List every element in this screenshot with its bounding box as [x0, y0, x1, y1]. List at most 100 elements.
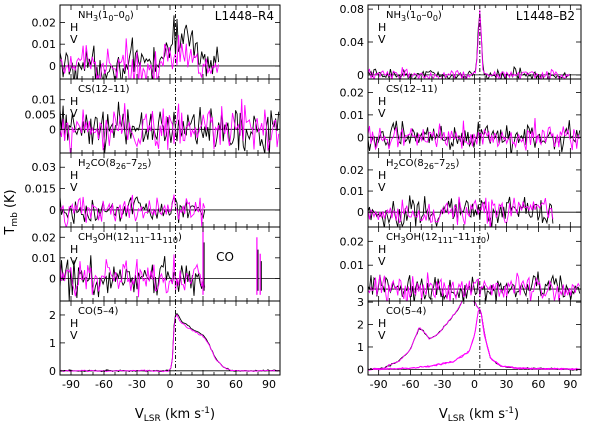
legend-v: V	[70, 181, 78, 194]
x-tick-label: 0	[167, 378, 174, 391]
y-tick-label: 0.005	[25, 109, 57, 122]
y-tick-label: 1	[357, 341, 364, 354]
line-label-part: )	[148, 158, 152, 169]
line-label-part: 26	[116, 162, 126, 171]
line-label-part: OH(12	[98, 232, 130, 243]
line-label: CS(12–11)	[78, 84, 130, 95]
x-axis-label-right: VLSR (km s-1)	[439, 406, 519, 424]
line-label-part: –11	[145, 232, 163, 243]
line-label-part: H	[78, 158, 86, 169]
line-label-part: 0	[108, 14, 113, 23]
line-label-part: )	[130, 10, 134, 21]
spectrum-group	[60, 312, 280, 373]
column-l1448-r4: 00.010.02NH3(10–00)HVL1448–R400.0050.01C…	[25, 4, 281, 391]
x-tick-label: 60	[229, 378, 243, 391]
x-tick-label: 30	[196, 378, 210, 391]
legend-v: V	[70, 255, 78, 268]
line-label-part: 26	[424, 162, 434, 171]
legend-v: V	[378, 329, 386, 342]
spectrum-group	[60, 227, 280, 301]
line-label-part: 110	[163, 236, 178, 245]
y-tick-label: 0	[49, 60, 56, 73]
line-label: CO(5–4)	[78, 306, 118, 317]
line-label-part: NH	[78, 10, 93, 21]
y-tick-label: 1	[49, 337, 56, 350]
y-tick-label: 0.03	[32, 161, 57, 174]
y-tick-label: 0	[357, 131, 364, 144]
y-tick-label: 0.08	[340, 3, 365, 16]
spectrum-v	[60, 35, 220, 79]
y-tick-label: 0.02	[340, 164, 365, 177]
line-label-part: )	[178, 232, 182, 243]
x-tick-label: 60	[531, 378, 545, 391]
line-label-part: 0	[125, 14, 130, 23]
spectrum-v-profile1	[368, 301, 580, 371]
legend-h: H	[70, 21, 78, 34]
line-label-part: (1	[406, 10, 416, 21]
legend-h: H	[378, 243, 386, 256]
y-tick-label: 0	[49, 272, 56, 285]
legend-v: V	[378, 255, 386, 268]
y-tick-label: 0.01	[340, 185, 365, 198]
y-tick-label: 0.02	[340, 235, 365, 248]
line-label-part: CO(8	[399, 158, 424, 169]
line-label-part: 3	[93, 236, 98, 245]
source-label: L1448–B2	[516, 9, 575, 23]
line-label-part: 3	[401, 236, 406, 245]
line-label-part: 3	[401, 14, 406, 23]
line-label-part: 111	[130, 236, 145, 245]
y-tick-label: 0	[357, 69, 364, 82]
line-label-part: NH	[386, 10, 401, 21]
line-label: CH3OH(12111–11110)	[386, 232, 490, 245]
y-tick-label: 0.015	[25, 183, 57, 196]
spectrum-h	[368, 271, 581, 301]
x-tick-label: 90	[563, 378, 577, 391]
line-label: CS(12–11)	[386, 84, 438, 95]
y-tick-label: 0	[357, 363, 364, 376]
line-label: CH3OH(12111–11110)	[78, 232, 182, 245]
x-tick-label: 0	[471, 378, 478, 391]
panel-co-5-4-: -90 -60 -30 0 30 60 90 0 1 2 CO(5–4)HV	[49, 300, 281, 391]
spectrum-h	[60, 101, 280, 153]
line-label-part: CS(12–11)	[386, 84, 438, 95]
spectrum-v	[368, 117, 581, 151]
legend-h: H	[378, 95, 386, 108]
spectrum-h	[368, 120, 581, 153]
line-label-part: 111	[438, 236, 453, 245]
x-tick-label: -30	[434, 378, 452, 391]
line-label-part: CH	[386, 232, 401, 243]
x-tick-label: -90	[62, 378, 80, 391]
legend-h: H	[378, 317, 386, 330]
line-label-part: 110	[471, 236, 486, 245]
spectrum-group	[60, 194, 280, 227]
spectrum-v	[60, 98, 280, 153]
y-tick-label: 0	[49, 123, 56, 136]
line-label-part: –7	[126, 158, 137, 169]
spectrum-h	[60, 196, 206, 224]
line-label-part: 25	[137, 162, 147, 171]
panel-ch3oh-12111-11110-: 00.010.02 CH3OH(12111–11110)HV CO	[32, 226, 281, 302]
y-axis-label: Tmb (K)	[3, 189, 20, 235]
y-tick-label: 0	[49, 365, 56, 378]
x-tick-label: -90	[370, 378, 388, 391]
x-tick-label: 90	[262, 378, 276, 391]
panel-co-5-4-: -90 -60 -30 0 30 60 90 0 1 2 3 CO(5–4)HV	[357, 296, 582, 391]
line-label: H2CO(826–725)	[386, 158, 460, 171]
spectrum-group	[368, 271, 581, 301]
co-contamination-label: CO	[216, 250, 234, 264]
line-label: CO(5–4)	[386, 306, 426, 317]
line-label: NH3(10–00)	[386, 10, 442, 23]
line-label-part: 25	[445, 162, 455, 171]
line-label-part: CO(8	[91, 158, 116, 169]
panel-cs-12-11-: 00.005 0.01 CS(12–11)HV	[25, 78, 281, 154]
spectrum-group	[60, 15, 280, 79]
spectrum-h	[60, 15, 220, 79]
line-label-part: )	[456, 158, 460, 169]
line-label-part: CO(5–4)	[78, 306, 118, 317]
spectrum-h	[368, 13, 570, 79]
y-tick-label: 0.04	[340, 36, 365, 49]
spectrum-v	[368, 272, 581, 301]
line-label-part: 3	[93, 14, 98, 23]
